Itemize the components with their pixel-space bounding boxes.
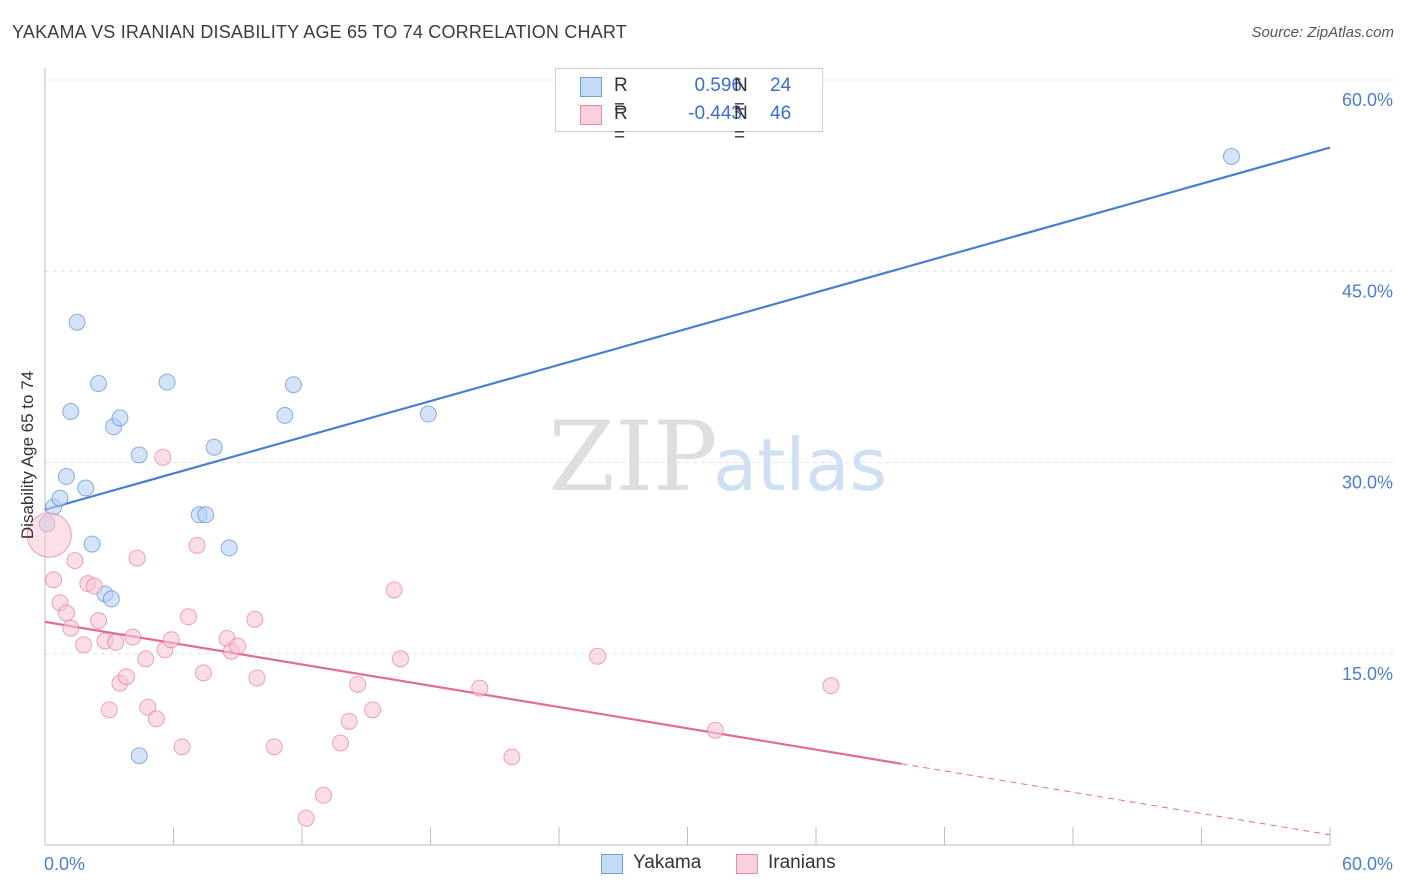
bottom-legend-swatch-yakama bbox=[601, 854, 623, 874]
data-point-iranians bbox=[332, 734, 350, 752]
data-point-iranians bbox=[128, 549, 146, 567]
watermark: ZIP atlas bbox=[548, 401, 887, 513]
data-point-iranians bbox=[822, 677, 840, 695]
data-point-iranians bbox=[265, 738, 283, 756]
data-point-iranians bbox=[314, 786, 332, 804]
data-point-yakama bbox=[276, 406, 294, 424]
legend-n-value: 46 bbox=[770, 103, 792, 124]
data-point-iranians bbox=[246, 610, 264, 628]
data-point-yakama bbox=[419, 405, 437, 423]
data-point-iranians bbox=[154, 448, 172, 466]
data-point-yakama bbox=[284, 376, 302, 394]
data-point-iranians bbox=[173, 738, 191, 756]
y-tick-label: 30.0% bbox=[1342, 473, 1393, 493]
data-point-iranians bbox=[229, 637, 247, 655]
legend-n-label: N = bbox=[734, 103, 748, 146]
data-point-iranians bbox=[107, 633, 125, 651]
watermark-zip: ZIP bbox=[548, 401, 717, 513]
data-point-yakama bbox=[90, 374, 108, 392]
data-point-iranians bbox=[589, 647, 607, 665]
data-point-yakama bbox=[197, 506, 215, 524]
data-point-iranians bbox=[364, 701, 382, 719]
y-tick-label: 15.0% bbox=[1342, 664, 1393, 684]
data-point-yakama bbox=[102, 590, 120, 608]
legend-r-value: 0.596 bbox=[694, 75, 742, 96]
data-point-iranians bbox=[139, 698, 157, 716]
data-point-yakama bbox=[158, 373, 176, 391]
legend-n-label: N = bbox=[734, 75, 748, 118]
data-points bbox=[26, 148, 1240, 827]
legend-r-label: R = bbox=[614, 103, 628, 146]
legend-swatch-yakama bbox=[580, 77, 602, 97]
data-point-yakama bbox=[130, 747, 148, 765]
data-point-iranians bbox=[297, 809, 315, 827]
data-point-iranians bbox=[100, 701, 118, 719]
data-point-yakama bbox=[51, 489, 69, 507]
legend-swatch-iranians bbox=[580, 105, 602, 125]
data-point-iranians bbox=[503, 748, 521, 766]
legend-n-value: 24 bbox=[770, 75, 792, 96]
data-point-iranians bbox=[57, 604, 75, 622]
data-point-iranians bbox=[188, 536, 206, 554]
data-point-iranians bbox=[194, 664, 212, 682]
chart-title: YAKAMA VS IRANIAN DISABILITY AGE 65 TO 7… bbox=[12, 22, 627, 42]
data-point-yakama bbox=[57, 468, 75, 486]
tick-labels: 15.0% 30.0% 45.0% 60.0% 0.0% 60.0% bbox=[44, 90, 1393, 874]
legend-r-label: R = bbox=[614, 75, 628, 118]
bottom-legend-label-yakama: Yakama bbox=[633, 852, 702, 873]
data-point-yakama bbox=[111, 409, 129, 427]
data-point-iranians bbox=[124, 628, 142, 646]
data-point-iranians bbox=[26, 512, 72, 558]
bottom-legend-swatch-iranians bbox=[736, 854, 758, 874]
data-point-iranians bbox=[385, 581, 403, 599]
data-point-yakama bbox=[1222, 148, 1240, 165]
data-point-yakama bbox=[220, 539, 238, 557]
data-point-yakama bbox=[77, 479, 95, 497]
data-point-yakama bbox=[205, 438, 223, 456]
axes bbox=[44, 68, 1331, 846]
y-tick-label: 60.0% bbox=[1342, 90, 1393, 110]
data-point-iranians bbox=[392, 650, 410, 668]
grid-lines bbox=[45, 79, 1395, 655]
data-point-yakama bbox=[68, 313, 86, 331]
data-point-iranians bbox=[62, 619, 80, 637]
data-point-iranians bbox=[162, 631, 180, 649]
data-point-iranians bbox=[706, 721, 724, 739]
data-point-iranians bbox=[340, 712, 358, 730]
y-tick-label: 45.0% bbox=[1342, 281, 1393, 301]
x-tick-label: 60.0% bbox=[1342, 854, 1393, 874]
x-tick-label: 0.0% bbox=[44, 854, 85, 874]
data-point-iranians bbox=[349, 675, 367, 693]
data-point-iranians bbox=[117, 668, 135, 686]
data-point-iranians bbox=[90, 612, 108, 630]
data-point-iranians bbox=[179, 608, 197, 626]
data-point-iranians bbox=[66, 552, 84, 570]
data-point-yakama bbox=[83, 535, 101, 553]
legend-r-value: -0.443 bbox=[688, 103, 742, 124]
data-point-yakama bbox=[130, 446, 148, 464]
data-point-iranians bbox=[248, 669, 266, 687]
data-point-yakama bbox=[62, 403, 80, 420]
stats-legend: R = 0.596 N = 24 R = -0.443 N = 46 bbox=[555, 68, 823, 146]
bottom-legend-label-iranians: Iranians bbox=[768, 852, 836, 873]
data-point-iranians bbox=[85, 577, 103, 595]
source-label: Source: ZipAtlas.com bbox=[1251, 24, 1394, 41]
data-point-iranians bbox=[471, 679, 489, 697]
data-point-iranians bbox=[147, 710, 165, 728]
data-point-iranians bbox=[137, 650, 155, 668]
data-point-iranians bbox=[75, 636, 93, 654]
watermark-atlas: atlas bbox=[713, 423, 887, 507]
trend-line-extension-iranians bbox=[901, 763, 1331, 836]
trend-line-yakama bbox=[44, 146, 1331, 511]
data-point-iranians bbox=[45, 571, 63, 589]
y-axis-label: Disability Age 65 to 74 bbox=[18, 371, 37, 539]
